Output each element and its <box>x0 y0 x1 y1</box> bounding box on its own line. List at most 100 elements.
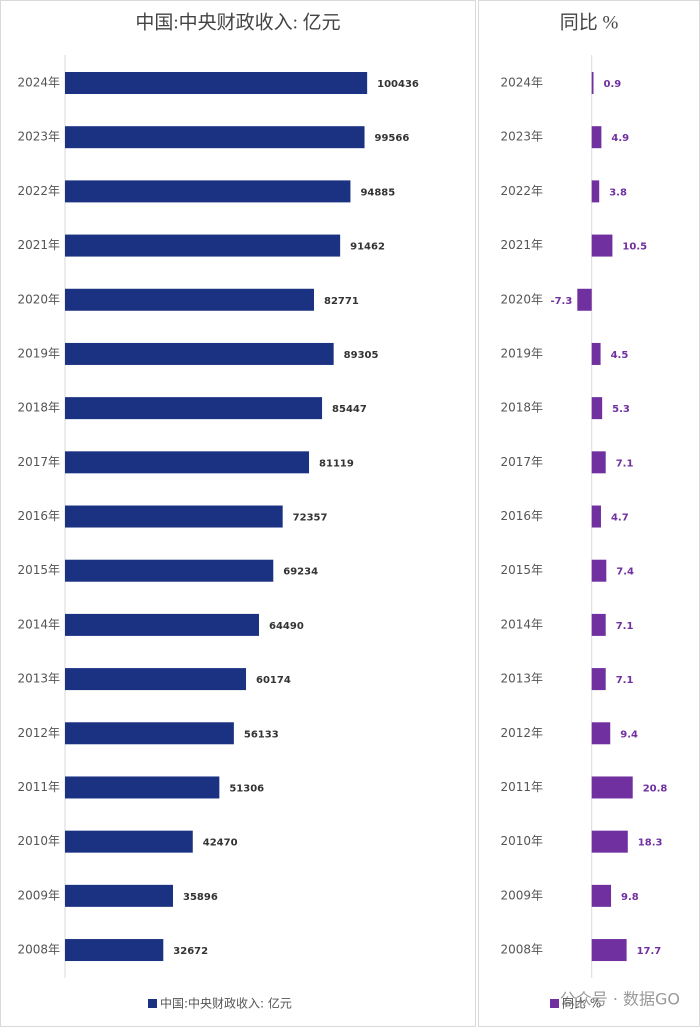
y-tick-label: 2023年 <box>17 130 60 144</box>
data-label: 17.7 <box>637 946 662 957</box>
y-tick-label: 2009年 <box>500 888 543 902</box>
data-label: 42470 <box>203 838 238 849</box>
data-label: 9.8 <box>621 892 639 903</box>
data-label: 32672 <box>173 946 208 957</box>
legend-label: 中国:中央财政收入: 亿元 <box>160 996 292 1011</box>
data-label: 56133 <box>244 729 279 740</box>
y-tick-label: 2018年 <box>500 401 543 415</box>
bar <box>65 776 220 799</box>
y-tick-label: 2016年 <box>17 509 60 523</box>
bar <box>65 939 164 962</box>
y-tick-label: 2011年 <box>500 780 543 794</box>
bar <box>65 234 341 257</box>
y-tick-label: 2019年 <box>500 346 543 360</box>
y-tick-label: 2015年 <box>500 563 543 577</box>
y-tick-label: 2017年 <box>17 455 60 469</box>
y-tick-label: 2020年 <box>500 292 543 306</box>
y-tick-label: 2024年 <box>500 76 543 90</box>
data-label: 94885 <box>360 187 395 198</box>
legend-label: 同比 % <box>562 997 601 1011</box>
bar <box>65 668 247 691</box>
data-label: 81119 <box>319 458 354 469</box>
bar <box>65 884 173 907</box>
bar <box>591 884 612 907</box>
y-tick-label: 2014年 <box>17 617 60 631</box>
y-tick-label: 2022年 <box>17 184 60 198</box>
data-label: 89305 <box>344 350 379 361</box>
y-tick-label: 2023年 <box>500 130 543 144</box>
data-label: 72357 <box>293 513 328 524</box>
bar <box>591 72 594 94</box>
watermark: 公众号 · 数据GO <box>560 990 680 1009</box>
bar <box>65 830 193 853</box>
bar <box>65 613 260 636</box>
y-tick-label: 2010年 <box>17 834 60 848</box>
bar <box>591 559 607 582</box>
data-label: 85447 <box>332 404 367 415</box>
bar <box>65 288 315 311</box>
data-label: 35896 <box>183 892 218 903</box>
bar <box>591 180 600 203</box>
legend-swatch <box>148 999 157 1008</box>
y-tick-label: 2013年 <box>17 672 60 686</box>
y-tick-label: 2020年 <box>17 292 60 306</box>
bar <box>591 830 628 853</box>
data-label: 64490 <box>269 621 304 632</box>
data-label: 4.7 <box>611 513 629 524</box>
bar <box>65 72 368 94</box>
data-label: 60174 <box>256 675 291 686</box>
bar <box>591 342 601 365</box>
y-tick-label: 2021年 <box>500 238 543 252</box>
data-label: 69234 <box>283 567 318 578</box>
data-label: -7.3 <box>550 296 572 307</box>
y-tick-label: 2017年 <box>500 455 543 469</box>
bar <box>591 776 633 799</box>
y-tick-label: 2010年 <box>500 834 543 848</box>
bar <box>591 668 606 691</box>
data-label: 100436 <box>377 79 419 90</box>
data-label: 7.1 <box>616 675 634 686</box>
data-label: 4.9 <box>611 133 629 144</box>
bar <box>591 234 613 257</box>
right-panel <box>478 0 700 1027</box>
data-label: 18.3 <box>638 838 663 849</box>
data-label: 99566 <box>375 133 410 144</box>
data-label: 51306 <box>229 783 264 794</box>
y-tick-label: 2012年 <box>500 726 543 740</box>
data-label: 91462 <box>350 242 385 253</box>
y-tick-label: 2015年 <box>17 563 60 577</box>
y-tick-label: 2019年 <box>17 346 60 360</box>
chart-title: 中国:中央财政收入: 亿元 <box>135 11 340 33</box>
data-label: 7.1 <box>616 458 634 469</box>
bar <box>65 126 365 149</box>
bar <box>591 397 603 420</box>
bar <box>65 180 351 203</box>
y-tick-label: 2013年 <box>500 672 543 686</box>
data-label: 10.5 <box>622 242 647 253</box>
y-tick-label: 2021年 <box>17 238 60 252</box>
bar <box>577 288 592 311</box>
y-tick-label: 2009年 <box>17 888 60 902</box>
bar <box>591 451 606 474</box>
bar <box>65 505 283 528</box>
data-label: 82771 <box>324 296 359 307</box>
data-label: 9.4 <box>620 729 638 740</box>
data-label: 3.8 <box>609 187 627 198</box>
data-label: 0.9 <box>603 79 621 90</box>
bar <box>591 505 601 528</box>
data-label: 7.1 <box>616 621 634 632</box>
bar <box>65 342 334 365</box>
y-tick-label: 2024年 <box>17 76 60 90</box>
bar <box>591 939 627 962</box>
y-tick-label: 2022年 <box>500 184 543 198</box>
y-tick-label: 2018年 <box>17 401 60 415</box>
bar <box>65 451 310 474</box>
data-label: 5.3 <box>612 404 630 415</box>
bar <box>591 613 606 636</box>
legend-swatch <box>550 999 559 1008</box>
bar <box>65 722 234 745</box>
y-tick-label: 2011年 <box>17 780 60 794</box>
y-tick-label: 2014年 <box>500 617 543 631</box>
